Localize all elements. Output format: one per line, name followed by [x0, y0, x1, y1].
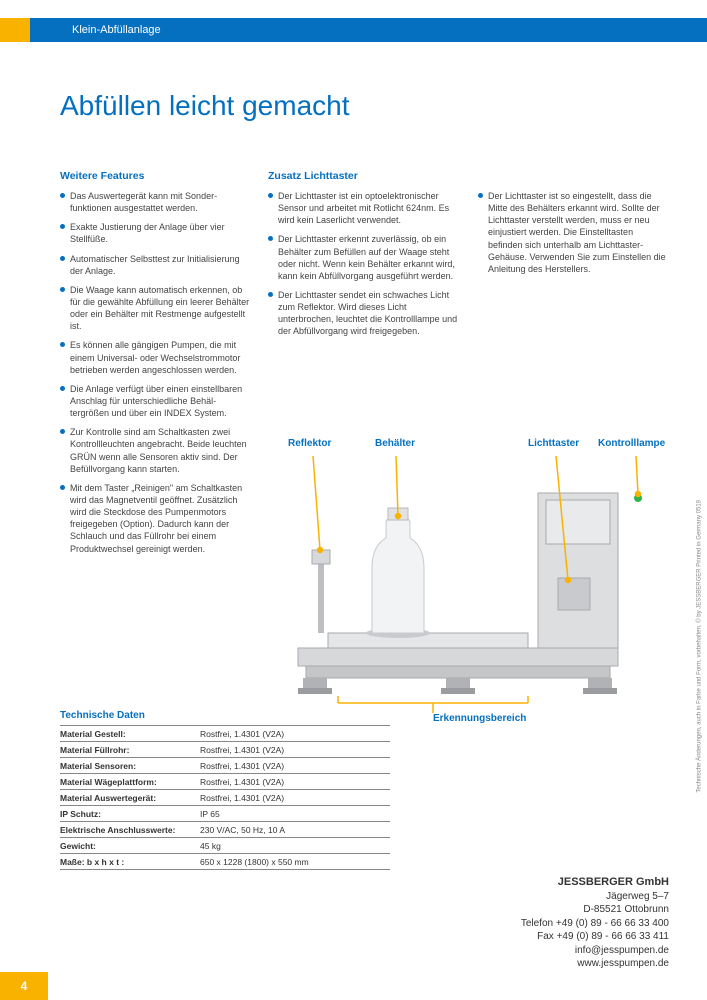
contact-fax: Fax +49 (0) 89 - 66 66 33 411 [521, 930, 669, 944]
diagram-svg [268, 438, 668, 728]
contact-web: www.jesspumpen.de [521, 957, 669, 971]
features-list: Das Auswertegerät kann mit Sonder­funkti… [60, 190, 250, 555]
page-number: 4 [0, 972, 48, 1000]
contact-city: D-85521 Ottobrunn [521, 903, 669, 917]
company-name: JESSBERGER GmbH [521, 875, 669, 890]
table-row: Material Wägeplattform:Rostfrei, 1.4301 … [60, 774, 390, 790]
lichttaster-heading: Zusatz Lichttaster [268, 170, 458, 182]
contact-email: info@jesspumpen.de [521, 944, 669, 958]
list-item: Exakte Justierung der Anlage über vier S… [60, 221, 250, 245]
contact-street: Jägerweg 5–7 [521, 890, 669, 904]
header-accent-badge [0, 18, 30, 42]
contact-phone: Telefon +49 (0) 89 - 66 66 33 400 [521, 917, 669, 931]
contact-block: JESSBERGER GmbH Jägerweg 5–7 D-85521 Ott… [521, 875, 669, 971]
table-row: Elektrische Anschlusswerte:230 V/AC, 50 … [60, 822, 390, 838]
lichttaster-column-2: . Der Lichttaster ist so eingestellt, da… [478, 170, 668, 282]
list-item: Das Auswertegerät kann mit Sonder­funkti… [60, 190, 250, 214]
table-row: Material Sensoren:Rostfrei, 1.4301 (V2A) [60, 758, 390, 774]
list-item: Der Lichttaster ist ein optoelektronisch… [268, 190, 458, 226]
label-lichttaster: Lichttaster [528, 438, 579, 449]
header-bar: Klein-Abfüllanlage [0, 18, 707, 42]
label-kontrolllampe: Kontrolllampe [598, 438, 665, 449]
list-item: Der Lichttaster erkennt zuverlässig, ob … [268, 233, 458, 282]
page-title: Abfüllen leicht gemacht [60, 90, 350, 122]
table-row: Material Gestell:Rostfrei, 1.4301 (V2A) [60, 726, 390, 742]
lichttaster-list-2: Der Lichttaster ist so eingestellt, dass… [478, 190, 668, 275]
list-item: Der Lichttaster sendet ein schwaches Lic… [268, 289, 458, 338]
list-item: Es können alle gängigen Pumpen, die mit … [60, 339, 250, 375]
list-item: Die Anlage verfügt über einen einstellba… [60, 383, 250, 419]
header-category: Klein-Abfüllanlage [72, 24, 161, 36]
list-item: Mit dem Taster „Reinigen" am Schalt­kast… [60, 482, 250, 555]
machine-diagram: Reflektor Behälter Lichttaster Kontrolll… [268, 438, 668, 728]
list-item: Zur Kontrolle sind am Schaltkasten zwei … [60, 426, 250, 475]
list-item: Automatischer Selbsttest zur Initialisie… [60, 253, 250, 277]
list-item: Die Waage kann automatisch erkennen, ob … [60, 284, 250, 333]
label-reflektor: Reflektor [288, 438, 331, 449]
tech-specs-table: Material Gestell:Rostfrei, 1.4301 (V2A) … [60, 725, 390, 870]
tech-heading: Technische Daten [60, 710, 390, 721]
features-heading: Weitere Features [60, 170, 250, 182]
lichttaster-column-1: Zusatz Lichttaster Der Lichttaster ist e… [268, 170, 458, 345]
table-row: Maße: b x h x t :650 x 1228 (1800) x 550… [60, 854, 390, 870]
side-copyright: Technische Änderungen, auch in Farbe und… [697, 500, 703, 793]
label-behaelter: Behälter [375, 438, 415, 449]
features-column: Weitere Features Das Auswertegerät kann … [60, 170, 250, 562]
table-row: Material Füllrohr:Rostfrei, 1.4301 (V2A) [60, 742, 390, 758]
label-erkennungsbereich: Erkennungsbereich [433, 713, 526, 724]
list-item: Der Lichttaster ist so eingestellt, dass… [478, 190, 668, 275]
lichttaster-list-1: Der Lichttaster ist ein optoelektronisch… [268, 190, 458, 338]
table-row: IP Schutz:IP 65 [60, 806, 390, 822]
table-row: Material Auswertegerät:Rostfrei, 1.4301 … [60, 790, 390, 806]
table-row: Gewicht:45 kg [60, 838, 390, 854]
tech-data-section: Technische Daten Material Gestell:Rostfr… [60, 710, 390, 870]
